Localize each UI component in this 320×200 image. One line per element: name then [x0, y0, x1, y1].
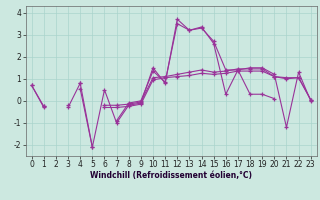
X-axis label: Windchill (Refroidissement éolien,°C): Windchill (Refroidissement éolien,°C)	[90, 171, 252, 180]
